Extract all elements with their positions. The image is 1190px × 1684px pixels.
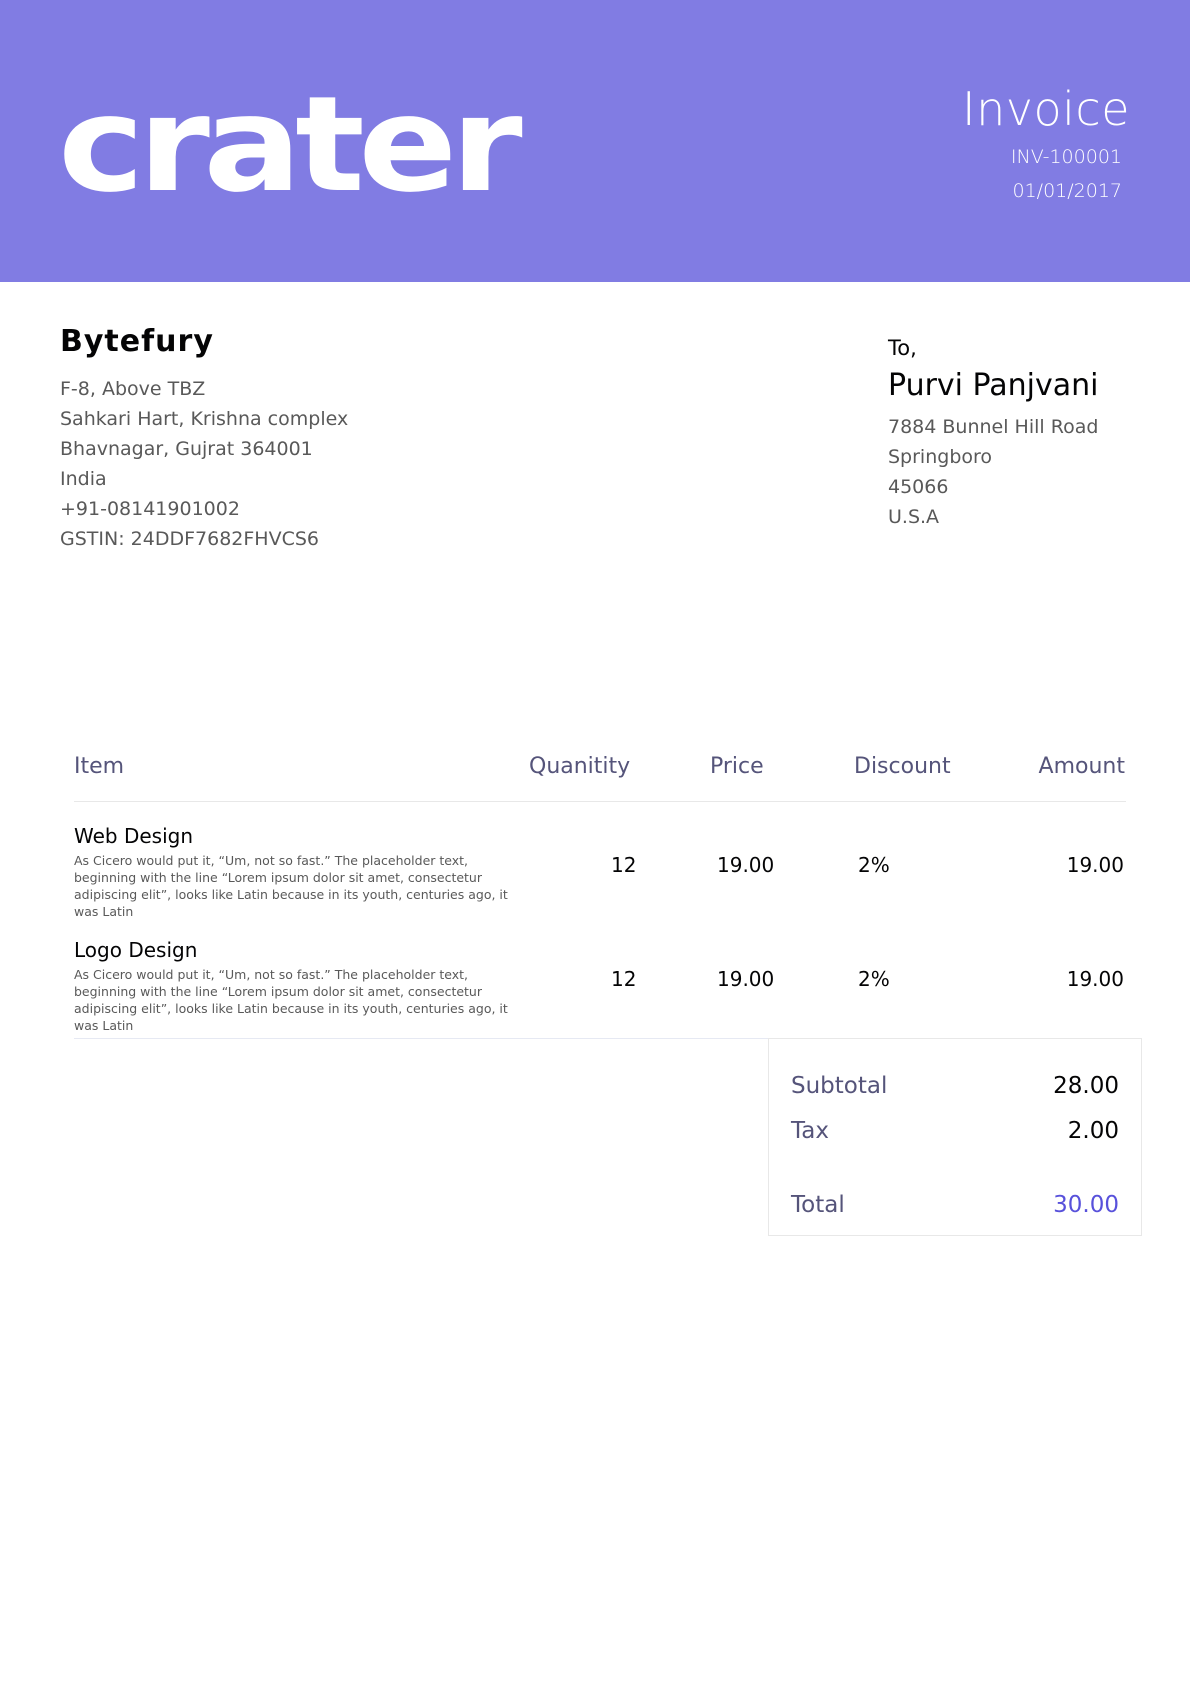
item-description: As Cicero would put it, “Um, not so fast… — [74, 967, 508, 1033]
item-description: As Cicero would put it, “Um, not so fast… — [74, 853, 508, 919]
header-quantity: Quanitity — [529, 754, 631, 779]
item-discount: 2% — [858, 853, 890, 877]
item-price: 19.00 — [717, 853, 775, 877]
invoice-header: crater Invoice INV-100001 01/01/2017 — [0, 0, 1190, 282]
item-amount: 19.00 — [1066, 967, 1124, 991]
invoice-number: INV-100001 — [1010, 146, 1122, 168]
address-line: India — [60, 468, 107, 490]
header-item: Item — [74, 754, 125, 779]
total-value: 30.00 — [1053, 1192, 1119, 1218]
address-line: U.S.A — [888, 506, 940, 528]
address-line: Bhavnagar, Gujrat 364001 — [60, 438, 313, 460]
address-line: Sahkari Hart, Krishna complex — [60, 408, 349, 430]
invoice-date: 01/01/2017 — [1012, 180, 1122, 202]
address-line: 7884 Bunnel Hill Road — [888, 416, 1099, 438]
svg-text:crater: crater — [58, 82, 523, 202]
item-amount: 19.00 — [1066, 853, 1124, 877]
item-quantity: 12 — [611, 853, 637, 877]
item-price: 19.00 — [717, 967, 775, 991]
crater-logo: crater — [58, 82, 528, 202]
phone: +91-08141901002 — [60, 498, 240, 520]
header-discount: Discount — [854, 754, 951, 779]
header-amount: Amount — [1038, 754, 1125, 779]
divider — [74, 801, 1126, 802]
address-line: Springboro — [888, 446, 993, 468]
tax-value: 2.00 — [1067, 1118, 1119, 1144]
company-name: Bytefury — [60, 324, 214, 359]
totals-box: Subtotal 28.00 Tax 2.00 Total 30.00 — [768, 1038, 1142, 1236]
header-price: Price — [710, 754, 764, 779]
subtotal-value: 28.00 — [1053, 1073, 1119, 1099]
tax-label: Tax — [791, 1118, 829, 1144]
address-line: F-8, Above TBZ — [60, 378, 206, 400]
customer-address: 7884 Bunnel Hill Road Springboro 45066 U… — [888, 412, 1098, 532]
gstin: GSTIN: 24DDF7682FHVCS6 — [60, 528, 319, 550]
address-line: 45066 — [888, 476, 949, 498]
item-quantity: 12 — [611, 967, 637, 991]
company-address: F-8, Above TBZ Sahkari Hart, Krishna com… — [60, 374, 348, 554]
item-discount: 2% — [858, 967, 890, 991]
customer-name: Purvi Panjvani — [888, 368, 1099, 403]
divider — [74, 1038, 1126, 1039]
item-name: Logo Design — [74, 938, 198, 962]
invoice-title: Invoice — [962, 82, 1130, 136]
item-name: Web Design — [74, 824, 194, 848]
subtotal-label: Subtotal — [791, 1073, 888, 1099]
total-label: Total — [791, 1192, 845, 1218]
to-label: To, — [888, 336, 917, 360]
